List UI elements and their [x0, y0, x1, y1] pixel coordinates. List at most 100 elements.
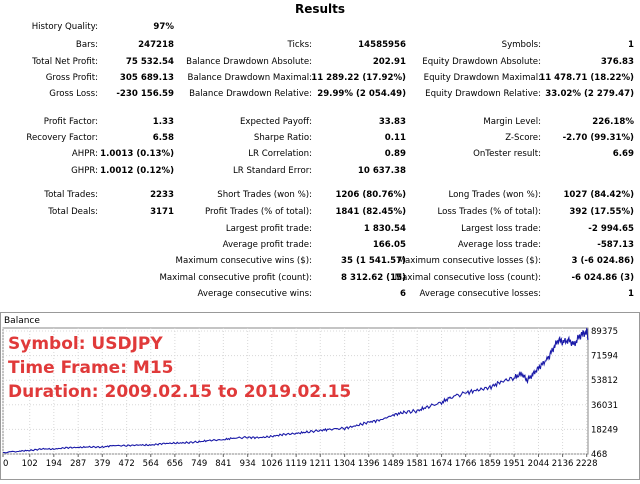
- c3-value: 6.69: [612, 149, 634, 159]
- c3-label: Average loss trade:: [457, 240, 541, 250]
- y-tick-label: 53812: [591, 376, 618, 386]
- c3-label: Largest loss trade:: [461, 224, 541, 234]
- results-title: Results: [294, 2, 346, 16]
- c1-label: Total Net Profit:: [32, 57, 98, 67]
- x-tick-label: 379: [94, 459, 110, 469]
- c1-value: 1.33: [152, 117, 174, 127]
- c2-value: 1206 (80.76%): [335, 190, 406, 200]
- c1-value: 6.58: [152, 133, 174, 143]
- c3-value: 376.83: [600, 57, 634, 67]
- y-tick-label: 71594: [591, 352, 618, 362]
- y-tick-label: 36031: [591, 401, 618, 411]
- c2-value: 1841 (82.45%): [335, 207, 406, 217]
- c1-label: Recovery Factor:: [26, 133, 98, 143]
- duration-text: Duration: 2009.02.15 to 2019.02.15: [8, 382, 352, 402]
- y-tick-label: 89375: [591, 327, 618, 337]
- c1-label: Gross Loss:: [49, 89, 98, 99]
- x-tick-label: 1489: [382, 459, 404, 469]
- c2-value: 1 830.54: [363, 224, 406, 234]
- x-tick-label: 564: [143, 459, 159, 469]
- c1-value: 1.0013 (0.13%): [100, 149, 174, 159]
- x-tick-label: 1859: [479, 459, 501, 469]
- c3-label: Maximal consecutive loss (count):: [394, 273, 541, 283]
- x-tick-label: 1304: [334, 459, 356, 469]
- c3-label: Equity Drawdown Relative:: [425, 89, 541, 99]
- c3-value: 1: [628, 289, 634, 299]
- c2-value: 14585956: [358, 40, 406, 50]
- x-tick-label: 841: [215, 459, 231, 469]
- c2-label: Balance Drawdown Relative:: [189, 89, 312, 99]
- c1-value: 1.0012 (0.12%): [100, 166, 174, 176]
- x-tick-label: 1396: [358, 459, 380, 469]
- c3-value: -2.70 (99.31%): [562, 133, 634, 143]
- c3-label: Symbols:: [501, 40, 541, 50]
- c2-label: LR Correlation:: [248, 149, 312, 159]
- c3-value: 1027 (84.42%): [563, 190, 634, 200]
- c2-value: 202.91: [372, 57, 406, 67]
- c2-value: 0.11: [384, 133, 406, 143]
- x-tick-label: 1581: [406, 459, 428, 469]
- c2-label: Average consecutive wins:: [197, 289, 312, 299]
- c1-value: 3171: [150, 207, 174, 217]
- c1-label: AHPR:: [71, 149, 98, 159]
- c2-label: Largest profit trade:: [225, 224, 312, 234]
- c1-label: Total Trades:: [44, 190, 98, 200]
- c2-label: Maximal consecutive profit (count):: [159, 273, 312, 283]
- x-tick-label: 2044: [528, 459, 550, 469]
- c3-label: Maximum consecutive losses ($):: [397, 256, 541, 266]
- c2-label: Balance Drawdown Absolute:: [186, 57, 312, 67]
- c2-label: LR Standard Error:: [232, 166, 312, 176]
- x-tick-label: 656: [167, 459, 183, 469]
- c2-value: 35 (1 541.57): [341, 256, 406, 266]
- y-tick-label: 18249: [591, 425, 618, 435]
- x-tick-label: 472: [119, 459, 135, 469]
- chart-title: Balance: [4, 316, 40, 326]
- c1-value: 247218: [138, 40, 174, 50]
- c3-label: Long Trades (won %):: [448, 190, 542, 200]
- c3-value: 226.18%: [592, 117, 634, 127]
- c3-value: -6 024.86 (3): [571, 273, 634, 283]
- x-tick-label: 1026: [261, 459, 283, 469]
- y-tick-label: 468: [591, 450, 607, 460]
- c1-value: 97%: [153, 22, 174, 32]
- c1-label: Gross Profit:: [45, 73, 98, 83]
- timeframe-text: Time Frame: M15: [8, 358, 174, 378]
- c2-value: 6: [400, 289, 406, 299]
- x-tick-label: 1119: [285, 459, 307, 469]
- c3-label: Equity Drawdown Maximal:: [423, 73, 541, 83]
- c1-label: History Quality:: [31, 22, 98, 32]
- c2-value: 33.83: [378, 117, 406, 127]
- c3-label: Loss Trades (% of total):: [437, 207, 541, 217]
- symbol-text: Symbol: USDJPY: [8, 334, 163, 354]
- balance-chart-svg: Balance 468 18249 36031 53812 71594 89375 0 102 1…: [0, 312, 640, 480]
- x-tick-label: 1211: [309, 459, 331, 469]
- c2-label: Short Trades (won %):: [217, 190, 312, 200]
- balance-chart: Balance 468 18249 36031 53812 71594 89375 0 102 1…: [0, 312, 640, 480]
- c3-value: -2 994.65: [588, 224, 634, 234]
- c1-value: 305 689.13: [119, 73, 174, 83]
- x-tick-label: 287: [70, 459, 86, 469]
- c2-value: 29.99% (2 054.49): [317, 89, 406, 99]
- c3-value: 1: [628, 40, 634, 50]
- c1-label: Bars:: [75, 40, 98, 50]
- c2-value: 0.89: [384, 149, 406, 159]
- c3-label: Z-Score:: [505, 133, 541, 143]
- c1-value: 75 532.54: [125, 57, 174, 67]
- c3-value: 33.02% (2 279.47): [545, 89, 634, 99]
- x-tick-label: 2136: [552, 459, 574, 469]
- c2-value: 11 289.22 (17.92%): [311, 73, 406, 83]
- x-tick-label: 102: [22, 459, 38, 469]
- balance-line: [3, 327, 589, 454]
- x-tick-label: 0: [3, 459, 8, 469]
- c2-label: Balance Drawdown Maximal:: [187, 73, 312, 83]
- c1-label: Profit Factor:: [43, 117, 98, 127]
- results-stats-table: History Quality: 97% Bars: 247218 Total Net …: [26, 22, 634, 299]
- c1-label: GHPR:: [71, 166, 98, 176]
- c3-value: -587.13: [597, 240, 634, 250]
- x-tick-label: 934: [240, 459, 256, 469]
- c2-value: 8 312.62 (15): [341, 273, 406, 283]
- x-tick-label: 1951: [503, 459, 525, 469]
- c3-value: 11 478.71 (18.22%): [539, 73, 634, 83]
- c3-label: Average consecutive losses:: [419, 289, 541, 299]
- c3-label: Equity Drawdown Absolute:: [422, 57, 541, 67]
